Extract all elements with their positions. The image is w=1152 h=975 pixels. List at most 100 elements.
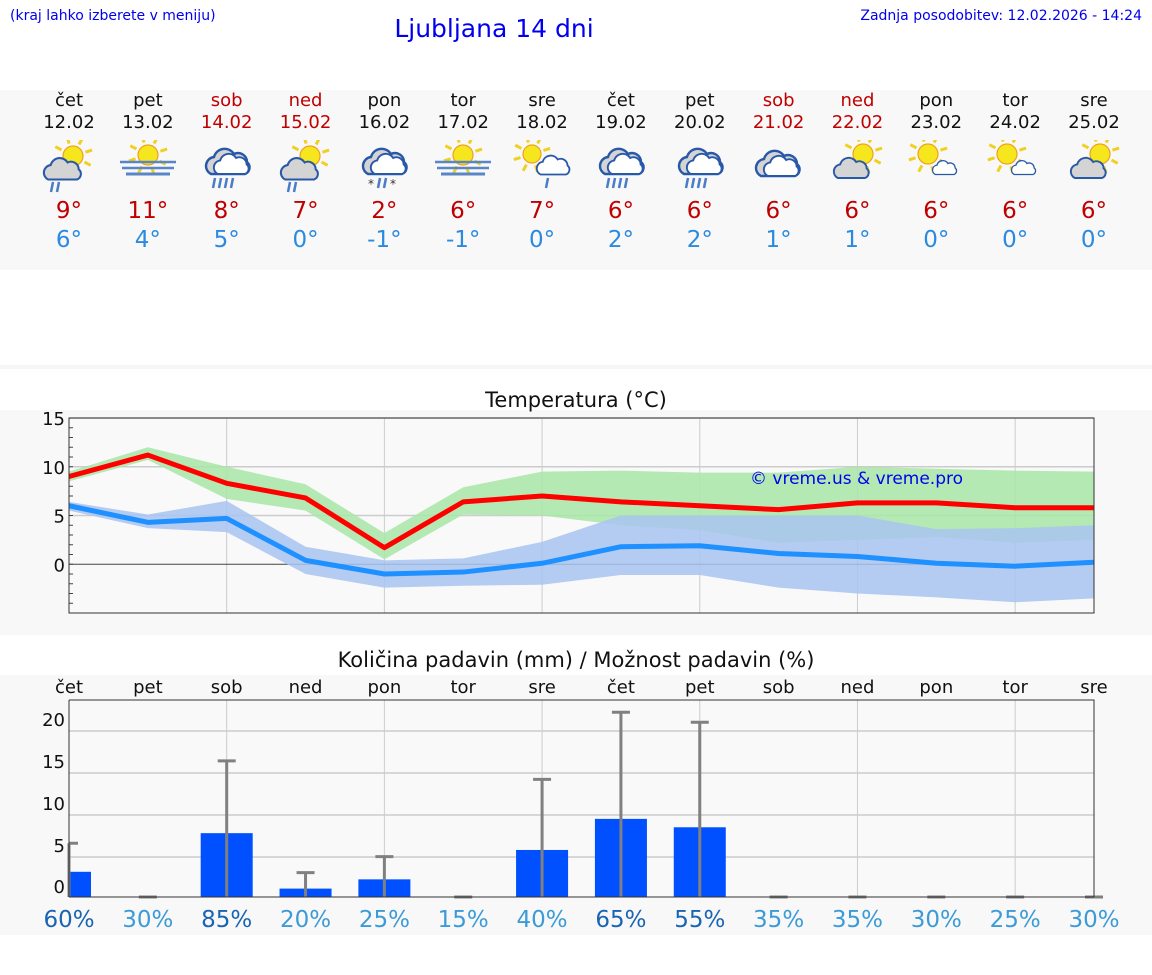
day-name: sob [762, 90, 795, 111]
day-date: 19.02 [595, 112, 647, 133]
y-tick-label: 0 [54, 555, 65, 576]
max-temp: 6° [1080, 198, 1108, 224]
day-name: ned [840, 90, 875, 111]
min-temp: 0° [1080, 227, 1108, 253]
day-label: tor [450, 677, 476, 698]
min-temp: 2° [607, 227, 634, 253]
day-name: čet [54, 90, 84, 111]
day-label: čet [55, 677, 83, 698]
day-date: 22.02 [831, 112, 884, 133]
sun-small-cloud-icon [985, 134, 1045, 196]
cloudy-rain-icon [591, 140, 651, 196]
day-label: sre [528, 677, 555, 698]
min-temp: 6° [55, 227, 83, 253]
watermark: © vreme.us & vreme.pro [750, 469, 963, 489]
precip-probability: 35% [753, 907, 804, 933]
cloudy-rain-icon [197, 140, 257, 196]
min-temp: 0° [923, 227, 950, 253]
max-temp: 8° [213, 198, 240, 224]
precip-probability: 25% [990, 907, 1041, 933]
partly-cloudy-rain-icon [276, 136, 336, 196]
divider [0, 365, 1152, 369]
day-name: pet [133, 90, 163, 111]
day-name: tor [1002, 90, 1028, 111]
day-name: pet [684, 90, 715, 111]
plot-frame [68, 417, 1095, 614]
day-name: sre [528, 90, 556, 111]
sun-cloud-rain-icon [512, 135, 572, 196]
day-label: ned [289, 677, 323, 698]
max-temp: 7° [528, 198, 556, 224]
precip-chart-title: Količina padavin (mm) / Možnost padavin … [337, 648, 815, 672]
min-temp: 1° [844, 227, 871, 253]
day-label: sob [763, 677, 795, 698]
max-temp: 6° [607, 198, 634, 224]
sun-fog-icon [118, 135, 178, 196]
day-date: 18.02 [516, 112, 568, 133]
city-select-hint: (kraj lahko izberete v meniju) [10, 8, 216, 24]
cloudy-icon [749, 140, 809, 196]
day-date: 20.02 [674, 112, 726, 133]
precip-probability: 35% [832, 907, 883, 933]
precip-probability: 15% [438, 907, 489, 933]
day-date: 25.02 [1068, 112, 1120, 133]
min-temp: -1° [367, 227, 402, 253]
precip-probability: 40% [517, 907, 568, 933]
last-updated: Zadnja posodobitev: 12.02.2026 - 14:24 [860, 8, 1142, 24]
forecast-strip [0, 90, 1152, 270]
partly-cloudy-icon [1064, 134, 1124, 196]
min-temp: 4° [134, 227, 161, 253]
cloudy-rain-icon [670, 140, 730, 196]
day-label: pet [685, 677, 715, 698]
sun-fog-icon [433, 135, 493, 196]
day-date: 15.02 [279, 112, 332, 133]
min-temp-line [68, 503, 1095, 577]
svg-text:*: * [390, 177, 396, 191]
day-label: sob [211, 677, 243, 698]
max-temp: 6° [1002, 198, 1029, 224]
max-temp: 6° [686, 198, 713, 224]
day-name: čet [606, 90, 635, 111]
day-date: 14.02 [200, 112, 253, 133]
precip-probability: 30% [122, 907, 173, 933]
max-temp: 7° [292, 198, 319, 224]
max-temp: 9° [55, 198, 83, 224]
day-date: 17.02 [437, 112, 489, 133]
day-name: sre [1080, 90, 1108, 111]
precip-probability: 20% [280, 907, 331, 933]
day-date: 13.02 [122, 112, 174, 133]
precip-probability: 60% [43, 907, 94, 933]
day-label: pon [919, 677, 953, 698]
y-tick-label: 15 [42, 409, 65, 430]
day-label: tor [1002, 677, 1028, 698]
min-temp: 5° [213, 227, 240, 253]
page-title: Ljubljana 14 dni [394, 14, 594, 43]
day-name: pon [919, 90, 954, 111]
precip-probability: 55% [674, 907, 725, 933]
day-label: pet [133, 677, 163, 698]
precip-probability: 85% [201, 907, 252, 933]
day-date: 21.02 [752, 112, 805, 133]
min-temp: 0° [528, 227, 556, 253]
y-tick-label: 5 [54, 507, 65, 528]
day-label: čet [607, 677, 635, 698]
y-tick-label: 10 [42, 794, 65, 815]
plot-frame [69, 699, 1095, 897]
day-date: 24.02 [989, 112, 1041, 133]
max-temp: 6° [923, 198, 950, 224]
precip-probability: 25% [359, 907, 410, 933]
max-temp: 6° [765, 198, 792, 224]
day-name: pon [367, 90, 402, 111]
min-temp: -1° [446, 227, 481, 253]
max-temp: 11° [127, 198, 169, 224]
y-tick-label: 20 [42, 710, 65, 731]
precip-probability: 30% [911, 907, 962, 933]
svg-text:*: * [368, 177, 374, 191]
day-label: sre [1080, 677, 1107, 698]
temp-chart-title: Temperatura (°C) [485, 388, 667, 412]
max-temp-line [68, 452, 1094, 551]
max-temp: 2° [371, 198, 398, 224]
min-temp: 1° [765, 227, 792, 253]
